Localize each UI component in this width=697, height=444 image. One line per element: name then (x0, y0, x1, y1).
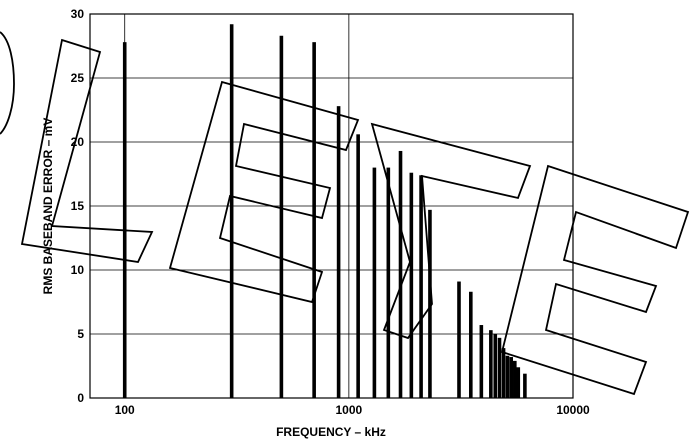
watermark-letter-l (370, 122, 532, 340)
x-tick-labels: 100 1000 10000 (115, 403, 590, 417)
bar (501, 348, 506, 398)
bar (493, 334, 498, 398)
x-tick-label: 10000 (556, 403, 590, 417)
obsolete-watermark (0, 31, 690, 396)
watermark-outline-o (0, 31, 15, 135)
y-tick-label: 25 (71, 71, 85, 85)
bar (513, 360, 517, 398)
plot-frame (89, 13, 574, 399)
bar (489, 330, 493, 398)
bar (372, 167, 377, 398)
bar (279, 35, 284, 398)
x-tick-label: 1000 (336, 403, 363, 417)
bar (479, 325, 484, 398)
y-tick-label: 5 (77, 327, 84, 341)
y-tick-label: 0 (77, 391, 84, 405)
bar (419, 175, 423, 398)
bar (457, 281, 461, 398)
bar (509, 357, 513, 398)
y-tick-label: 10 (71, 263, 85, 277)
bar (229, 24, 234, 399)
bar (523, 373, 527, 398)
y-tick-label: 15 (71, 199, 85, 213)
bar (312, 42, 316, 398)
bar (336, 106, 341, 398)
bar (516, 367, 521, 398)
bar (122, 42, 127, 398)
x-axis-label: FREQUENCY – kHz (276, 425, 386, 439)
watermark-letter-s (168, 80, 360, 304)
bar (497, 337, 502, 398)
y-tick-labels: 0 5 10 15 20 25 30 (71, 7, 85, 405)
watermark-letter-b (20, 38, 154, 263)
bar (469, 291, 473, 398)
bar (356, 134, 360, 398)
bar (386, 167, 391, 398)
bar (409, 172, 414, 398)
y-axis-label: RMS BASEBAND ERROR – mV (41, 118, 55, 295)
bar (505, 355, 510, 398)
bars (122, 24, 527, 399)
x-tick-label: 100 (115, 403, 135, 417)
bar (398, 150, 403, 398)
watermark-letter-e (500, 164, 690, 396)
y-tick-label: 30 (71, 7, 85, 21)
bar (428, 209, 432, 398)
y-tick-label: 20 (71, 135, 85, 149)
